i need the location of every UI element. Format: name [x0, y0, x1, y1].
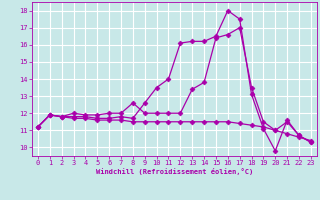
X-axis label: Windchill (Refroidissement éolien,°C): Windchill (Refroidissement éolien,°C) [96, 168, 253, 175]
